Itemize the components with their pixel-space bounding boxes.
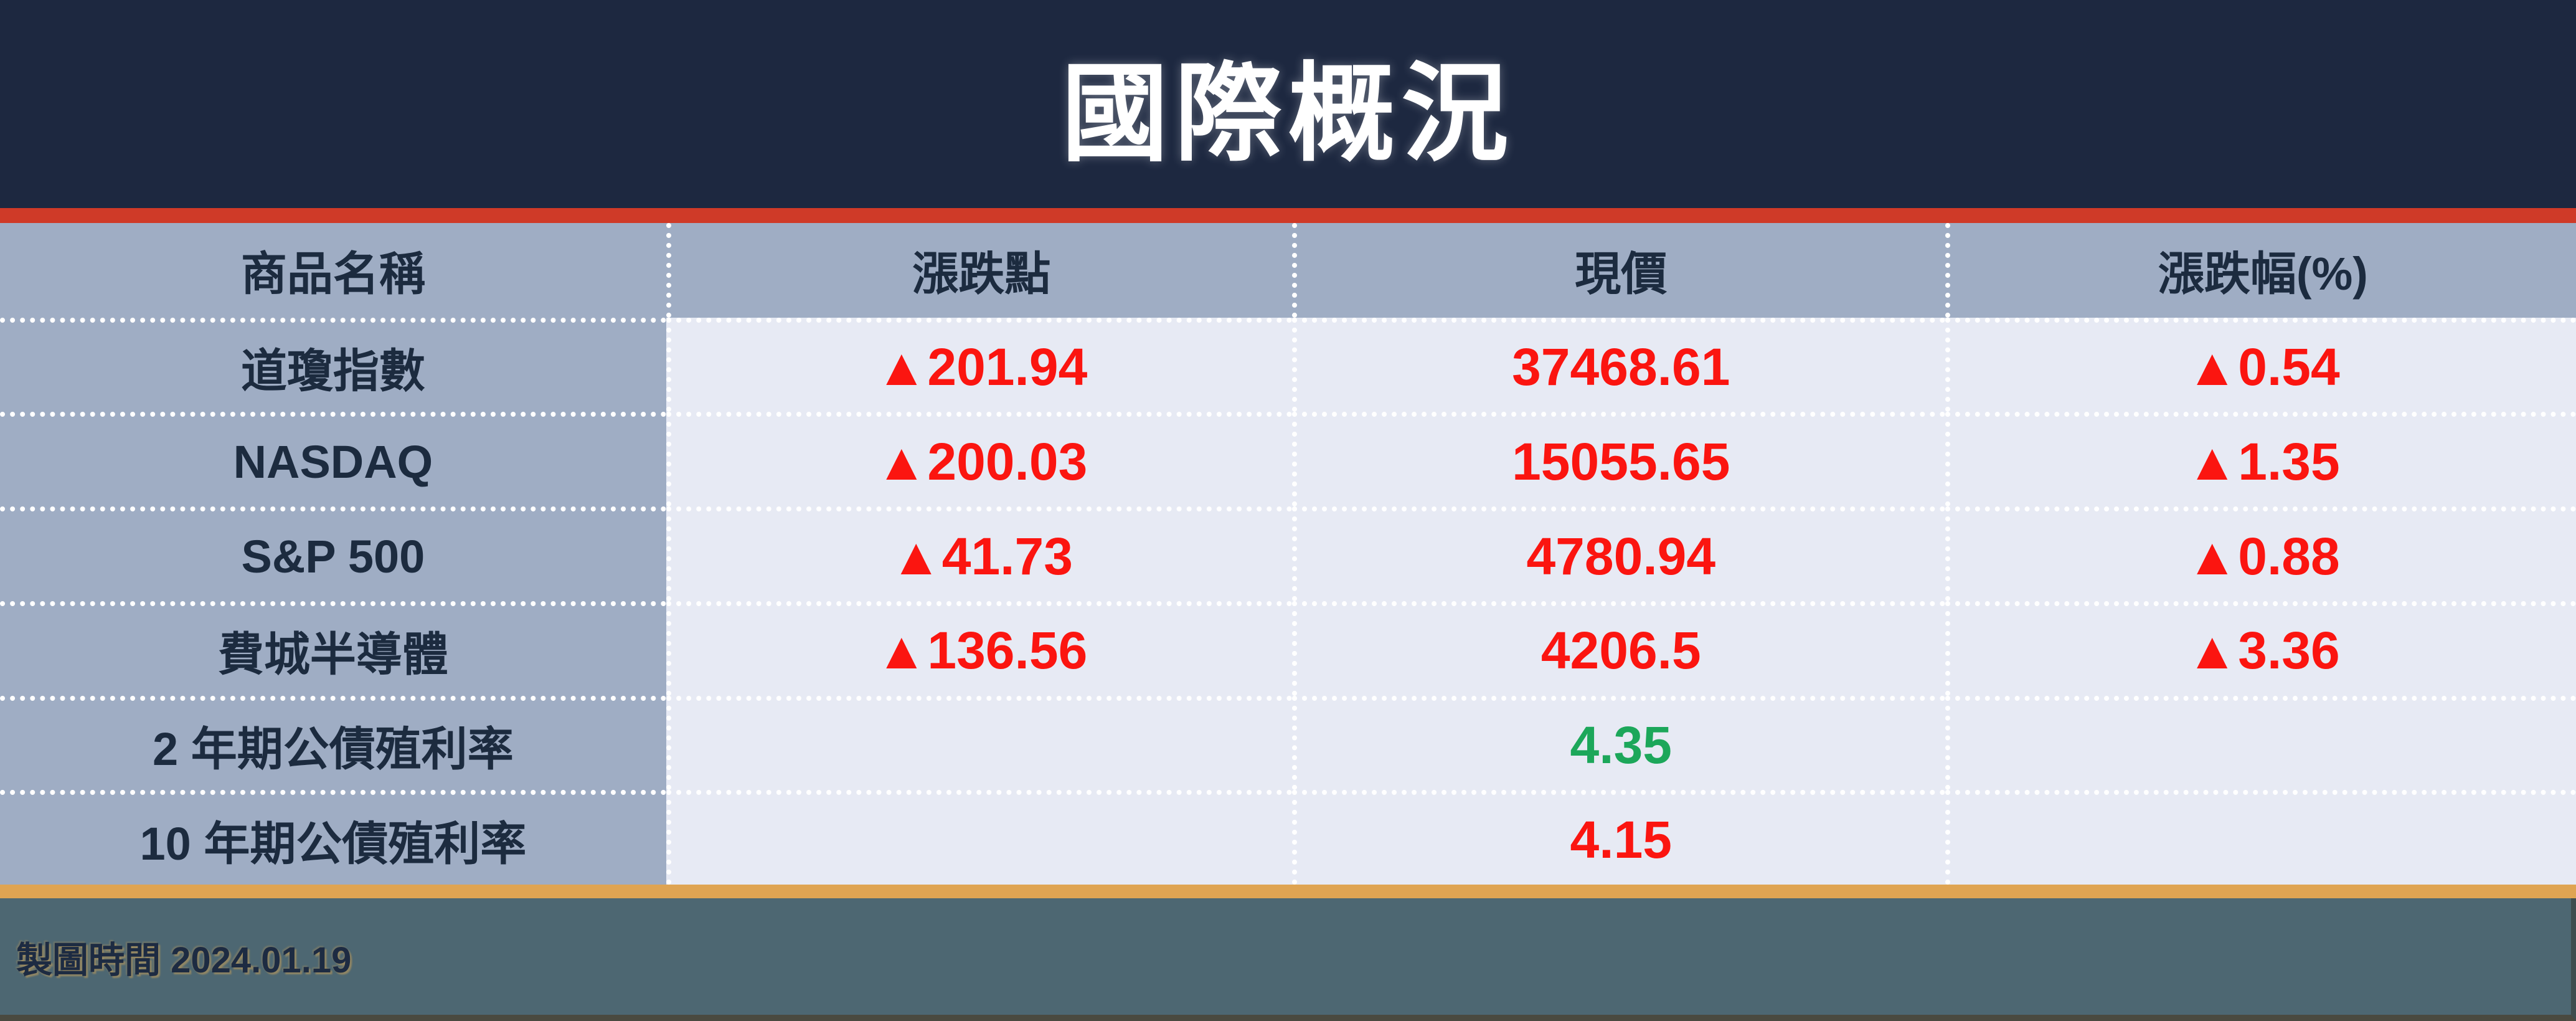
header-change-percent: 漲跌幅(%) [1945, 223, 2576, 318]
market-table: 商品名稱 漲跌點 現價 漲跌幅(%) 道瓊指數 ▲201.94 37468.61… [0, 223, 2576, 885]
current-price-value: 4780.94 [1291, 506, 1945, 601]
chart-timestamp: 製圖時間 2024.01.19 [16, 940, 352, 981]
table-header-row: 商品名稱 漲跌點 現價 漲跌幅(%) [0, 223, 2576, 318]
current-price-value: 15055.65 [1291, 412, 1945, 507]
current-price-value: 4.35 [1291, 695, 1945, 791]
change-percent-value [1945, 790, 2576, 885]
row-label: 費城半導體 [0, 601, 666, 696]
row-label: 2 年期公債殖利率 [0, 695, 666, 791]
change-points-value [666, 790, 1292, 885]
header-product-name: 商品名稱 [0, 223, 666, 318]
change-points-value: ▲41.73 [666, 506, 1292, 601]
row-label: 道瓊指數 [0, 317, 666, 412]
row-label: S&P 500 [0, 506, 666, 601]
table-row-10y-treasury-yield: 10 年期公債殖利率 4.15 [0, 790, 2576, 885]
header-change-points: 漲跌點 [666, 223, 1292, 318]
table-row-2y-treasury-yield: 2 年期公債殖利率 4.35 [0, 695, 2576, 791]
change-points-value: ▲201.94 [666, 317, 1292, 412]
change-points-value: ▲200.03 [666, 412, 1292, 507]
change-points-value: ▲136.56 [666, 601, 1292, 696]
change-percent-value: ▲1.35 [1945, 412, 2576, 507]
table-row-dow-jones: 道瓊指數 ▲201.94 37468.61 ▲0.54 [0, 317, 2576, 412]
change-percent-value: ▲0.88 [1945, 506, 2576, 601]
current-price-value: 37468.61 [1291, 317, 1945, 412]
change-points-value [666, 695, 1292, 791]
table-row-nasdaq: NASDAQ ▲200.03 15055.65 ▲1.35 [0, 412, 2576, 507]
current-price-value: 4206.5 [1291, 601, 1945, 696]
table-row-sp500: S&P 500 ▲41.73 4780.94 ▲0.88 [0, 506, 2576, 601]
red-accent-bar [0, 208, 2576, 223]
current-price-value: 4.15 [1291, 790, 1945, 885]
header-current-price: 現價 [1291, 223, 1945, 318]
page-title: 國際概況 [1061, 54, 1515, 174]
change-percent-value [1945, 695, 2576, 791]
title-bar: 國際概況 [0, 0, 2576, 208]
change-percent-value: ▲3.36 [1945, 601, 2576, 696]
change-percent-value: ▲0.54 [1945, 317, 2576, 412]
footer: 製圖時間 2024.01.19 [0, 898, 2576, 1021]
row-label: 10 年期公債殖利率 [0, 790, 666, 885]
table-row-philadelphia-semiconductor: 費城半導體 ▲136.56 4206.5 ▲3.36 [0, 601, 2576, 696]
orange-accent-bar [0, 885, 2576, 898]
row-label: NASDAQ [0, 412, 666, 507]
